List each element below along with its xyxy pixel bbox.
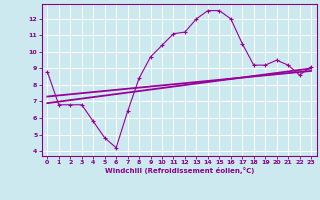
X-axis label: Windchill (Refroidissement éolien,°C): Windchill (Refroidissement éolien,°C) <box>105 167 254 174</box>
